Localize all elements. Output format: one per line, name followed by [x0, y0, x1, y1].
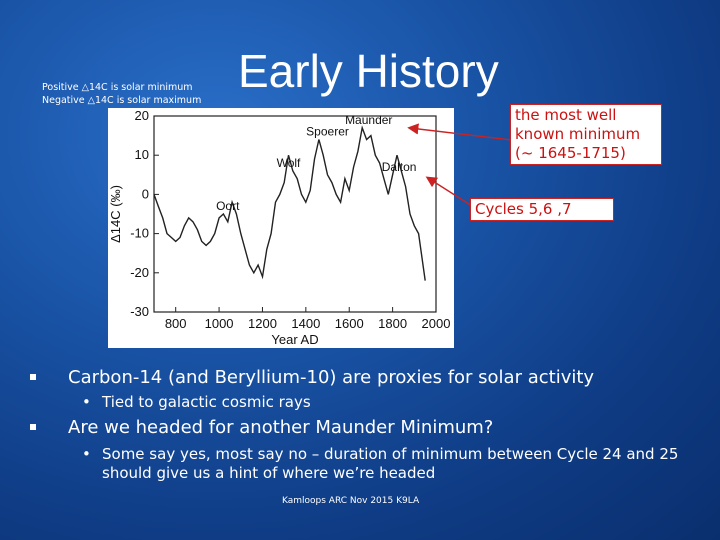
bullet-maunder-question: Are we headed for another Maunder Minimu…: [30, 417, 494, 438]
callout-cycles: Cycles 5,6 ,7: [470, 198, 614, 221]
slide-title: Early History: [238, 45, 499, 97]
series-line: [153, 125, 426, 281]
sub-bullet-cycle-hint: • Some say yes, most say no – duration o…: [82, 445, 682, 483]
x-tick-label: 1000: [205, 316, 234, 331]
x-tick-label: 2000: [422, 316, 451, 331]
square-bullet-icon: [30, 424, 36, 430]
y-tick-label: 0: [142, 186, 149, 201]
y-tick-label: 10: [135, 147, 149, 162]
y-tick-label: -20: [130, 265, 149, 280]
minimum-label-oort: Oort: [216, 199, 240, 213]
delta14c-chart: 800 1000 1200 1400 1600 1800 2000 20 10 0 -10 -20 -3…: [108, 108, 451, 347]
bullet-text: Are we headed for another Maunder Minimu…: [68, 417, 494, 438]
y-tick-label: 20: [135, 108, 149, 123]
footer: Kamloops ARC Nov 2015 K9LA: [282, 496, 420, 506]
chart-area: 800 1000 1200 1400 1600 1800 2000 20 10 0 -10 -20 -3…: [108, 108, 454, 348]
callout-maunder: the most well known minimum (~ 1645-1715…: [510, 104, 662, 165]
minimum-label-wolf: Wolf: [277, 156, 301, 170]
sub-bullet-text: Tied to galactic cosmic rays: [102, 393, 311, 411]
x-tick-label: 1200: [248, 316, 277, 331]
note-positive: Positive △14C is solar minimum: [42, 82, 193, 93]
y-tick-label: -10: [130, 226, 149, 241]
x-tick-label: 800: [165, 316, 187, 331]
bullet-carbon14: Carbon-14 (and Beryllium-10) are proxies…: [30, 367, 595, 388]
y-tick-label: -30: [130, 304, 149, 319]
sub-bullet-cosmic-rays: • Tied to galactic cosmic rays: [82, 393, 311, 412]
minimum-label-dalton: Dalton: [382, 160, 417, 174]
x-tick-label: 1600: [335, 316, 364, 331]
minimum-label-spoerer: Spoerer: [306, 125, 349, 139]
bullet-text: Carbon-14 (and Beryllium-10) are proxies…: [68, 367, 595, 388]
minimum-label-maunder: Maunder: [345, 113, 392, 127]
note-negative: Negative △14C is solar maximum: [42, 95, 202, 106]
x-tick-label: 1400: [291, 316, 320, 331]
x-axis-label: Year AD: [271, 332, 318, 347]
plot-frame: [153, 115, 437, 313]
dot-bullet-icon: •: [82, 393, 91, 411]
sub-bullet-text: Some say yes, most say no – duration of …: [102, 445, 679, 482]
y-axis-label: Δ14C (‰): [108, 185, 123, 243]
dot-bullet-icon: •: [82, 445, 91, 463]
square-bullet-icon: [30, 374, 36, 380]
x-tick-label: 1800: [378, 316, 407, 331]
